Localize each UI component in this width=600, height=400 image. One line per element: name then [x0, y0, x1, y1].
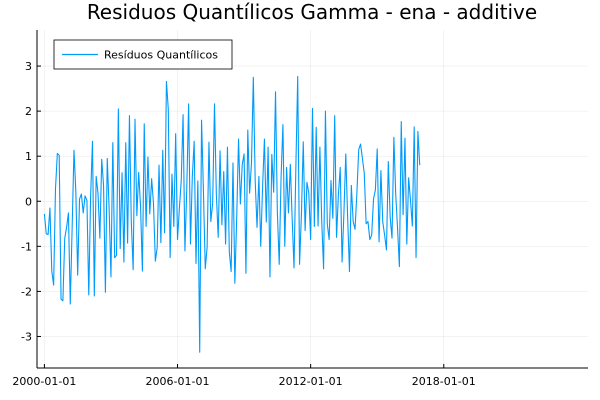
x-tick-label: 2006-01-01: [146, 375, 210, 388]
y-tick-label: 1: [25, 150, 32, 163]
x-tick-label: 2018-01-01: [412, 375, 476, 388]
y-tick-label: 0: [25, 195, 32, 208]
legend: Resíduos Quantílicos: [53, 39, 233, 70]
axes: [36, 30, 588, 369]
y-tick-label: 3: [25, 60, 32, 73]
chart-title: Residuos Quantílicos Gamma - ena - addit…: [87, 0, 537, 24]
y-tick-label: 2: [25, 105, 32, 118]
legend-label: Resíduos Quantílicos: [104, 49, 218, 62]
y-tick-label: -2: [21, 285, 32, 298]
y-tick-label: -3: [21, 330, 32, 343]
x-tick-label: 2000-01-01: [12, 375, 76, 388]
y-tick-label: -1: [21, 240, 32, 253]
tick-labels: -3 -2 -1 0 1 2 3 2000-01-01 2006-01-01 2012-01-01…: [12, 60, 475, 388]
series-layer: [43, 75, 421, 353]
x-tick-label: 2012-01-01: [279, 375, 343, 388]
series-line: [43, 75, 421, 353]
